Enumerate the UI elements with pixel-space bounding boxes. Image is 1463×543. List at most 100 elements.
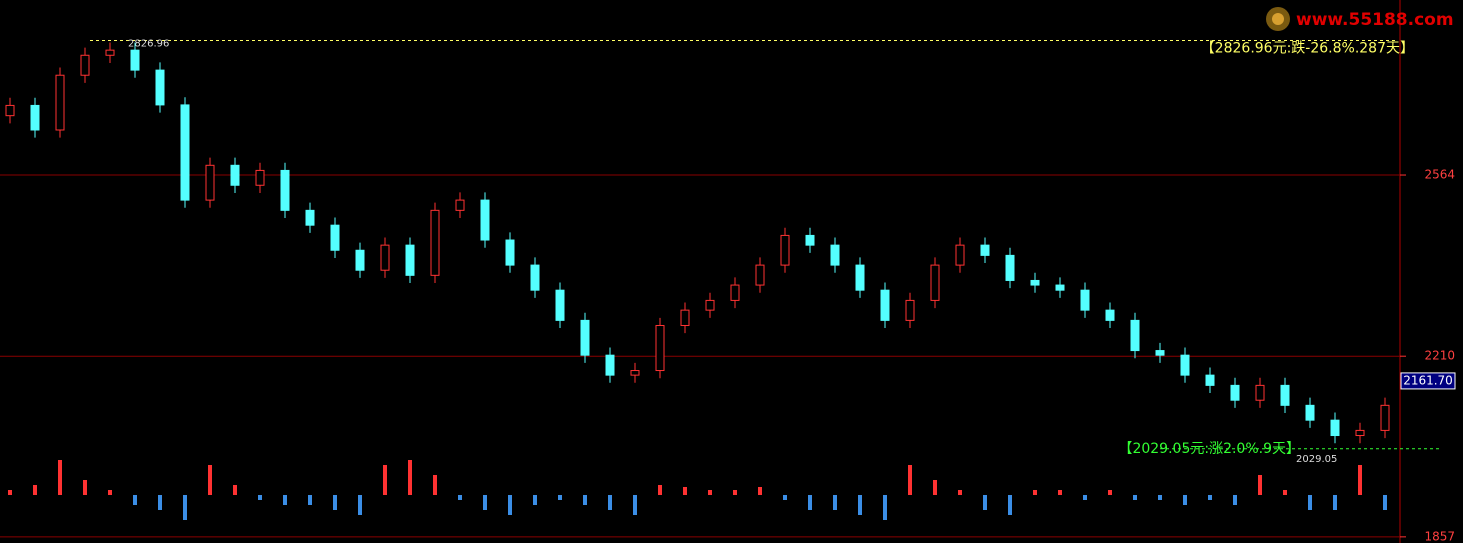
macd-bar xyxy=(958,490,962,495)
candle-body xyxy=(955,244,965,266)
macd-bar xyxy=(558,495,562,500)
y-tick-label: 2210 xyxy=(1424,349,1455,363)
macd-bar xyxy=(1208,495,1212,500)
macd-bar xyxy=(983,495,987,510)
macd-bar xyxy=(1183,495,1187,505)
candle-body xyxy=(605,354,615,376)
macd-bar xyxy=(483,495,487,510)
candle-body xyxy=(30,104,40,131)
macd-bar xyxy=(1133,495,1137,500)
candle-body xyxy=(680,309,690,326)
candle-body xyxy=(80,54,90,76)
candle-body xyxy=(1355,429,1365,437)
candle-body xyxy=(130,49,140,71)
level-label: 2826.96 xyxy=(128,38,169,49)
macd-bar xyxy=(208,465,212,495)
candle-body xyxy=(855,264,865,291)
candle-body xyxy=(1105,309,1115,321)
candle-body xyxy=(1255,384,1265,401)
macd-bar xyxy=(108,490,112,495)
macd-bar xyxy=(683,487,687,495)
macd-bar xyxy=(1283,490,1287,495)
candle-body xyxy=(780,234,790,266)
macd-bar xyxy=(283,495,287,505)
macd-bar xyxy=(358,495,362,515)
candle-body xyxy=(405,244,415,276)
macd-bar xyxy=(783,495,787,500)
macd-bar xyxy=(883,495,887,520)
candle-body xyxy=(1380,404,1390,431)
candle-body xyxy=(430,209,440,276)
macd-bar xyxy=(33,485,37,495)
candle-body xyxy=(1230,384,1240,401)
macd-bar xyxy=(583,495,587,505)
level-label: 2029.05 xyxy=(1296,454,1337,465)
macd-bar xyxy=(833,495,837,510)
candle-body xyxy=(1005,254,1015,281)
macd-bar xyxy=(8,490,12,495)
y-tick-label: 1857 xyxy=(1424,529,1455,543)
candle-body xyxy=(380,244,390,271)
macd-bar xyxy=(1233,495,1237,505)
candle-body xyxy=(1080,289,1090,311)
candle-body xyxy=(105,49,115,56)
candle-body xyxy=(905,299,915,321)
macd-bar xyxy=(1033,490,1037,495)
candle-body xyxy=(230,164,240,186)
macd-bar xyxy=(508,495,512,515)
macd-bar xyxy=(383,465,387,495)
candle-body xyxy=(5,104,15,117)
candle-body xyxy=(830,244,840,266)
candle-body xyxy=(730,284,740,301)
macd-bar xyxy=(1308,495,1312,510)
level-note: 【2029.05元:涨2.0%.9天】 xyxy=(1118,441,1300,457)
macd-bar xyxy=(733,490,737,495)
macd-bar xyxy=(608,495,612,510)
macd-bar xyxy=(758,487,762,495)
logo-inner xyxy=(1272,13,1284,25)
last-price-label: 2161.70 xyxy=(1403,373,1453,387)
macd-bar xyxy=(183,495,187,520)
macd-bar xyxy=(258,495,262,500)
y-tick-label: 2564 xyxy=(1424,168,1455,182)
candle-body xyxy=(755,264,765,286)
candle-body xyxy=(55,74,65,131)
candle-body xyxy=(1330,419,1340,437)
macd-bar xyxy=(1258,475,1262,495)
candle-body xyxy=(530,264,540,291)
candle-body xyxy=(555,289,565,321)
macd-bar xyxy=(83,480,87,495)
macd-bar xyxy=(458,495,462,500)
macd-bar xyxy=(158,495,162,510)
candle-body xyxy=(1305,404,1315,421)
macd-bar xyxy=(808,495,812,510)
macd-bar xyxy=(233,485,237,495)
candle-body xyxy=(1030,279,1040,286)
macd-bar xyxy=(933,480,937,495)
candle-body xyxy=(880,289,890,321)
candle-body xyxy=(930,264,940,301)
candle-body xyxy=(180,104,190,201)
candle-body xyxy=(1280,384,1290,406)
candle-body xyxy=(205,164,215,201)
macd-bar xyxy=(633,495,637,515)
macd-bar xyxy=(533,495,537,505)
macd-bar xyxy=(1008,495,1012,515)
macd-bar xyxy=(1383,495,1387,510)
candle-body xyxy=(580,319,590,356)
macd-bar xyxy=(58,460,62,495)
macd-bar xyxy=(1333,495,1337,510)
macd-bar xyxy=(408,460,412,495)
candle-body xyxy=(330,224,340,251)
macd-bar xyxy=(908,465,912,495)
macd-bar xyxy=(1083,495,1087,500)
macd-bar xyxy=(433,475,437,495)
macd-bar xyxy=(333,495,337,510)
last-price-box xyxy=(1400,372,1456,390)
candle-body xyxy=(1130,319,1140,352)
candle-body xyxy=(1205,374,1215,386)
macd-bar xyxy=(1108,490,1112,495)
candle-body xyxy=(305,209,315,226)
candle-body xyxy=(280,169,290,211)
